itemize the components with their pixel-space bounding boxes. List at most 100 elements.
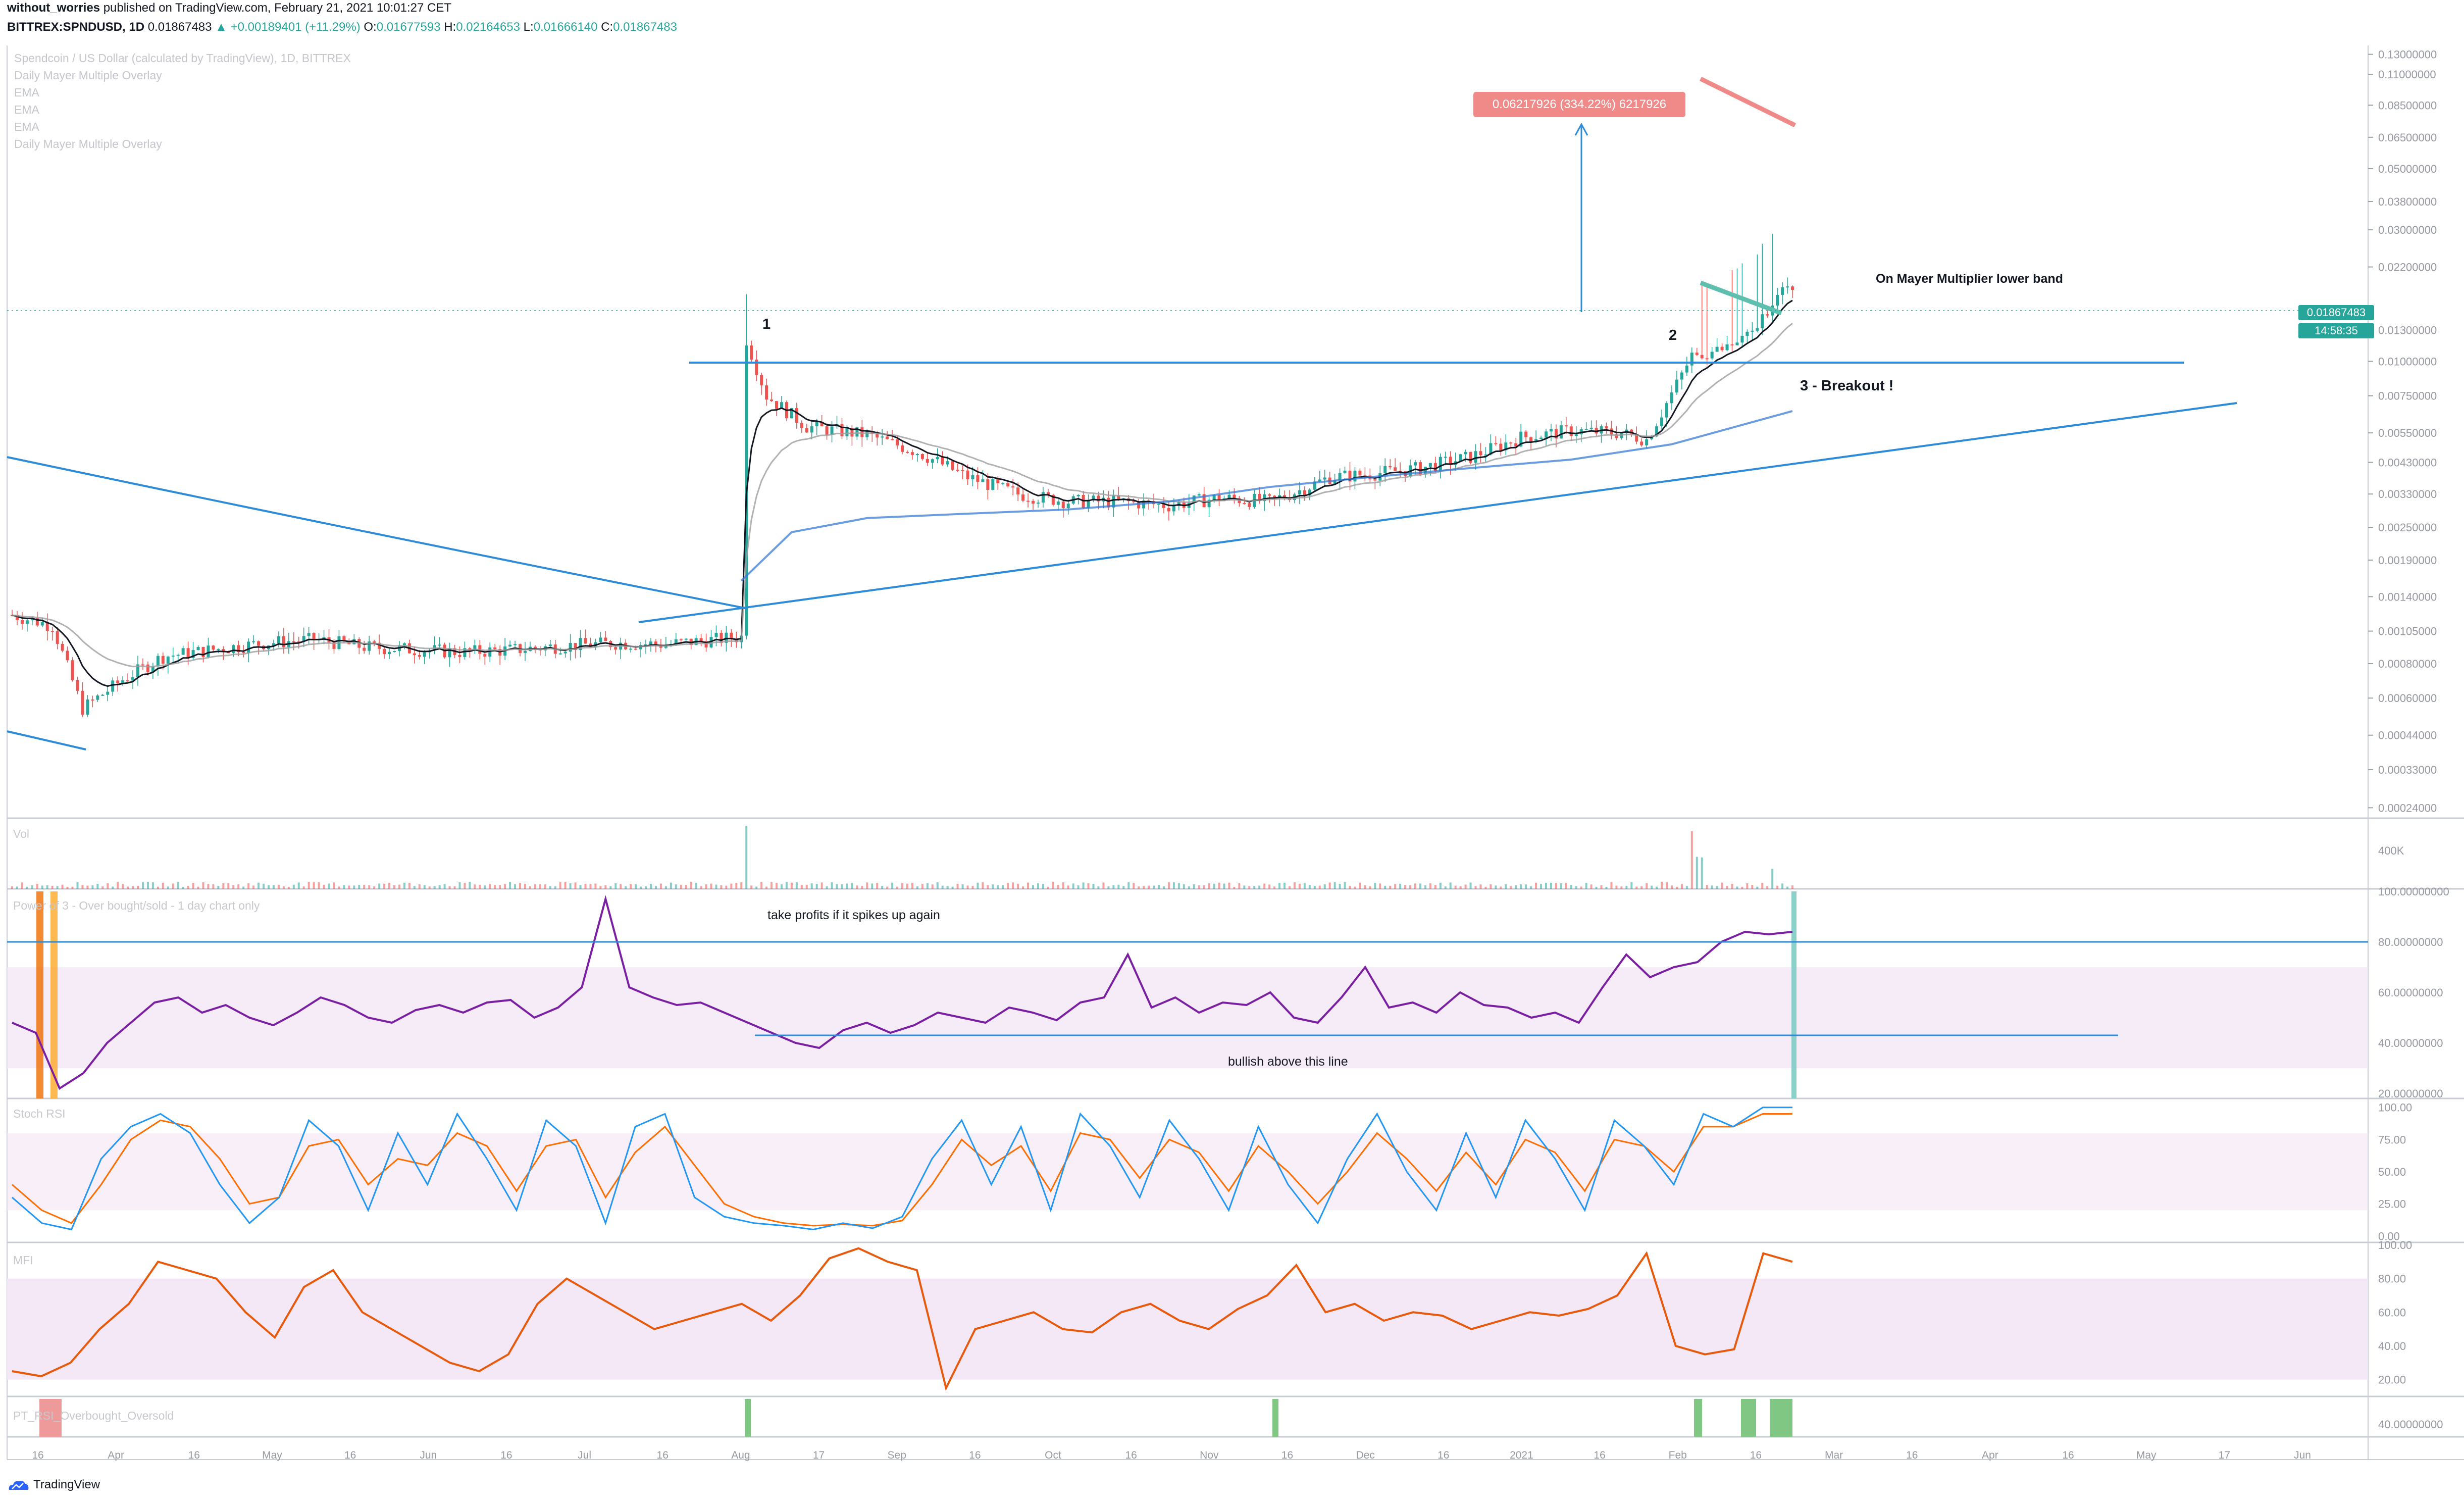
legend-ema-2[interactable]: EMA: [14, 103, 39, 116]
stoch-pane-label[interactable]: Stoch RSI: [13, 1107, 66, 1120]
volume-bar: [438, 885, 441, 889]
volume-bar: [132, 886, 134, 889]
volume-bar: [1530, 886, 1532, 889]
volume-bar: [1766, 886, 1769, 889]
volume-bar: [1208, 883, 1210, 889]
candle-body: [146, 664, 149, 672]
volume-bar: [1052, 882, 1054, 889]
tradingview-wordmark: TradingView: [33, 1478, 100, 1491]
candle-body: [951, 461, 954, 470]
time-tick-label: Jun: [2294, 1449, 2311, 1461]
candle-body: [191, 650, 195, 658]
measure-label[interactable]: 0.06217926 (334.22%) 6217926: [1473, 92, 1685, 117]
candle-body: [1373, 479, 1377, 481]
author-name[interactable]: without_worries: [7, 1, 100, 15]
pt-overbought-mark: [1770, 1399, 1792, 1437]
candle-body: [378, 642, 381, 649]
candle-body: [1227, 494, 1231, 498]
candle-body: [775, 401, 779, 409]
candle-body: [1107, 497, 1110, 508]
volume-bar: [599, 886, 602, 889]
candle-body: [35, 618, 39, 626]
price-tick-label: 0.00330000: [2378, 488, 2437, 500]
volume-bar: [982, 882, 984, 889]
candle-body: [1459, 454, 1462, 462]
candle-body: [222, 649, 225, 653]
candle-body: [946, 461, 949, 465]
candle-body: [508, 644, 512, 647]
power-pane-label[interactable]: Power of 3 - Over bought/sold - 1 day ch…: [13, 899, 260, 912]
time-tick-label: Apr: [108, 1449, 124, 1461]
candle-body: [1584, 429, 1588, 430]
volume-bar: [197, 886, 199, 889]
volume-bar: [640, 886, 642, 889]
volume-bar: [167, 886, 169, 889]
volume-bar: [715, 884, 717, 889]
candle-body: [1554, 429, 1558, 439]
legend-mayer-2[interactable]: Daily Mayer Multiple Overlay: [14, 137, 162, 151]
candle-body: [931, 459, 934, 463]
candle-body: [1383, 466, 1387, 473]
volume-bar: [11, 886, 13, 889]
volume-pane-label[interactable]: Vol: [13, 827, 29, 840]
volume-bar: [765, 886, 768, 889]
price-tick-label: 0.06500000: [2378, 131, 2437, 144]
pt-pane-label[interactable]: PT_RSI_Overbought_Oversold: [13, 1409, 174, 1422]
volume-bar: [1545, 882, 1547, 889]
candle-body: [1640, 441, 1644, 445]
candle-body: [714, 633, 718, 637]
annotation-mayer[interactable]: On Mayer Multiplier lower band: [1876, 272, 2063, 286]
candle-body: [413, 653, 416, 655]
legend-ema-3[interactable]: EMA: [14, 120, 39, 133]
candle-body: [96, 695, 99, 700]
candle-body: [76, 680, 79, 691]
price-tick-label: 0.00430000: [2378, 456, 2437, 469]
price-change: +0.00189401 (+11.29%): [230, 20, 361, 34]
mfi-tick-label: 60.00: [2378, 1306, 2406, 1319]
volume-bar: [1323, 884, 1326, 889]
legend-mayer-1[interactable]: Daily Mayer Multiple Overlay: [14, 69, 162, 82]
candle-body: [141, 664, 144, 666]
legend-ema-1[interactable]: EMA: [14, 86, 39, 99]
candle-body: [1137, 502, 1141, 509]
price-tick-label: 0.00044000: [2378, 729, 2437, 742]
price-tick-label: 0.03000000: [2378, 224, 2437, 236]
volume-bar: [1007, 883, 1009, 889]
candle-body: [850, 428, 854, 437]
volume-bar: [1172, 882, 1175, 889]
candle-body: [805, 428, 808, 433]
annotation-bullish[interactable]: bullish above this line: [1228, 1055, 1348, 1069]
annotation-2[interactable]: 2: [1669, 327, 1677, 343]
volume-bar: [1454, 885, 1457, 889]
mfi-pane-label[interactable]: MFI: [13, 1254, 33, 1267]
candle-body: [1278, 495, 1281, 497]
long-curve-trendline: [7, 456, 748, 610]
candle-body: [1469, 452, 1472, 463]
volume-bar: [1756, 886, 1759, 889]
volume-bar: [117, 882, 119, 889]
candle-body: [840, 424, 844, 436]
volume-bar: [1213, 883, 1215, 889]
candle-body: [563, 652, 567, 654]
time-tick-label: Apr: [1982, 1449, 1998, 1461]
annotation-breakout[interactable]: 3 - Breakout !: [1800, 378, 1894, 394]
candle-body: [1433, 463, 1437, 472]
legend-symbol[interactable]: Spendcoin / US Dollar (calculated by Tra…: [14, 52, 351, 65]
volume-bar: [836, 884, 838, 889]
low-label: L:: [523, 20, 534, 34]
volume-bar: [1585, 882, 1587, 889]
volume-bar: [408, 882, 410, 889]
time-tick-label: 16: [500, 1449, 512, 1461]
volume-bar: [1012, 882, 1014, 889]
annotation-take-profits[interactable]: take profits if it spikes up again: [767, 908, 940, 922]
annotation-1[interactable]: 1: [762, 316, 771, 332]
volume-bar: [1560, 883, 1562, 889]
power-of-3-line: [12, 895, 1793, 1090]
symbol-name[interactable]: BITTREX:SPNDUSD, 1D: [7, 20, 145, 34]
tradingview-logo[interactable]: TradingView: [7, 1478, 100, 1492]
candle-body: [1157, 504, 1161, 505]
volume-bar: [1640, 886, 1643, 889]
volume-bar: [61, 884, 64, 889]
candle-body: [1363, 475, 1367, 477]
